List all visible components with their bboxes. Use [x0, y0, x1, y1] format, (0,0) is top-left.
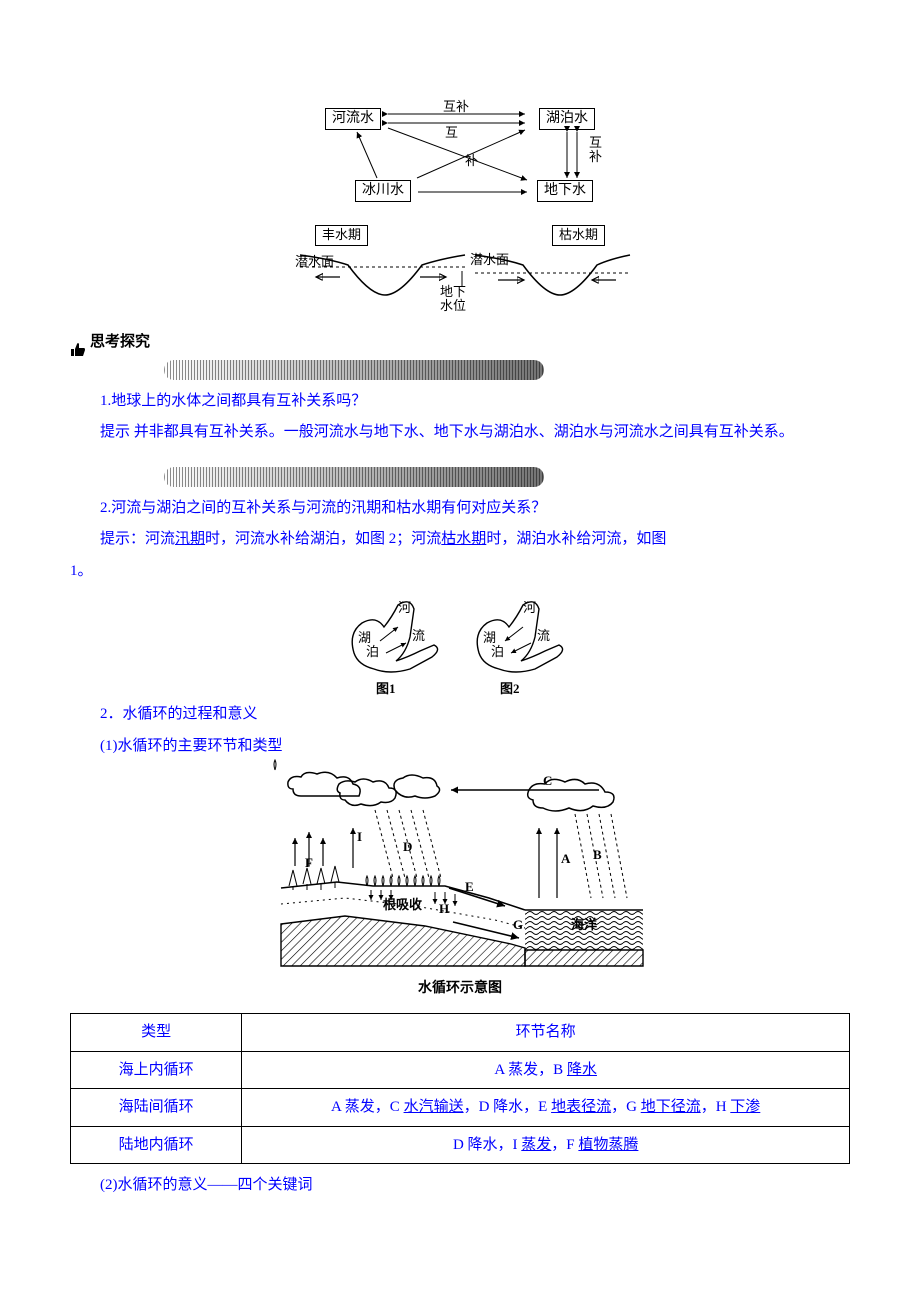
diagram4-svg	[275, 770, 645, 970]
cell-type: 陆地内循环	[71, 1126, 242, 1164]
underlined-term: 地下径流	[641, 1099, 701, 1115]
cell-type: 海陆间循环	[71, 1089, 242, 1127]
d3-pu-2: 泊	[491, 645, 504, 659]
diagram-water-bodies: 河流水 湖泊水 冰川水 地下水 互补 互 补 互补	[315, 100, 605, 215]
underlined-term: 地表径流	[551, 1099, 611, 1115]
d3-he-2: 河	[523, 601, 536, 615]
underlined-term: 水汽输送	[404, 1099, 464, 1115]
d4-I: I	[357, 830, 362, 844]
d4-H: H	[439, 902, 449, 916]
underlined-term: 降水	[567, 1062, 597, 1078]
water-cycle-table: 类型 环节名称 海上内循环A 蒸发，B 降水海陆间循环A 蒸发，C 水汽输送，D…	[70, 1013, 850, 1164]
caption-fig2: 图2	[500, 675, 520, 702]
a2-mid-a: 时，河流水补给湖泊，如图 2；河流	[205, 531, 441, 547]
gradient-divider-2	[164, 467, 544, 487]
underlined-term: 蒸发	[521, 1137, 551, 1153]
diagram2-svg	[300, 225, 620, 320]
answer-2-tail: 1。	[70, 556, 850, 588]
d4-A: A	[561, 852, 570, 866]
answer-2: 提示：河流汛期时，河流水补给湖泊，如图 2；河流枯水期时，湖泊水补给河流，如图	[70, 524, 850, 556]
d3-liu-2: 流	[537, 629, 550, 643]
d4-E: E	[465, 880, 474, 894]
a2-ul-b: 枯水期	[441, 531, 486, 547]
d4-C: C	[543, 774, 552, 788]
d3-liu-1: 流	[412, 629, 425, 643]
section-think-explore: 思考探究	[70, 326, 850, 360]
question-2: 2.河流与湖泊之间的互补关系与河流的汛期和枯水期有何对应关系？	[70, 493, 850, 525]
table-row: 海上内循环A 蒸发，B 降水	[71, 1051, 850, 1089]
th-type: 类型	[71, 1014, 242, 1052]
table-row: 陆地内循环D 降水，I 蒸发，F 植物蒸腾	[71, 1126, 850, 1164]
cell-type: 海上内循环	[71, 1051, 242, 1089]
underlined-term: 下渗	[730, 1099, 760, 1115]
cell-steps: A 蒸发，C 水汽输送，D 降水，E 地表径流，G 地下径流，H 下渗	[242, 1089, 850, 1127]
a2-prefix: 提示：河流	[100, 531, 175, 547]
section-2-title: 2．水循环的过程和意义	[70, 699, 850, 731]
section-3-text: (2)水循环的意义——四个关键词	[70, 1170, 850, 1202]
caption-fig1: 图1	[376, 675, 396, 702]
diagram-lake-river: 湖 泊 河 流 湖 泊 河 流 图1 图2	[340, 593, 580, 693]
d4-G: G	[513, 918, 523, 932]
underlined-term: 植物蒸腾	[578, 1137, 638, 1153]
answer-1: 提示 并非都具有互补关系。一般河流水与地下水、地下水与湖泊水、湖泊水与河流水之间…	[70, 417, 850, 449]
table-row: 海陆间循环A 蒸发，C 水汽输送，D 降水，E 地表径流，G 地下径流，H 下渗	[71, 1089, 850, 1127]
d4-F: F	[305, 856, 313, 870]
tip-prefix: 提示	[100, 424, 130, 440]
question-1: 1.地球上的水体之间都具有互补关系吗？	[70, 386, 850, 418]
diagram1-svg	[315, 100, 605, 215]
tip-body: 并非都具有互补关系。一般河流水与地下水、地下水与湖泊水、湖泊水与河流水之间具有互…	[130, 424, 794, 440]
d4-root: 根吸收	[383, 898, 422, 912]
d3-he-1: 河	[398, 601, 411, 615]
d4-D: D	[403, 840, 412, 854]
diagram-water-table: 丰水期 枯水期 潜水面 潜水面 地下 水位	[300, 225, 620, 320]
a2-mid-b: 时，湖泊水补给河流，如图	[486, 531, 666, 547]
d4-B: B	[593, 848, 602, 862]
d3-pu-1: 泊	[366, 645, 379, 659]
think-explore-label: 思考探究	[90, 326, 150, 358]
thumbs-up-icon	[70, 342, 86, 358]
diagram-water-cycle: C F I D E A B G H 根吸收 海洋	[275, 770, 645, 970]
section-2-sub: (1)水循环的主要环节和类型	[70, 731, 850, 763]
d4-ocean: 海洋	[571, 918, 597, 932]
cell-steps: A 蒸发，B 降水	[242, 1051, 850, 1089]
th-steps: 环节名称	[242, 1014, 850, 1052]
diagram4-caption: 水循环示意图	[70, 974, 850, 1003]
cell-steps: D 降水，I 蒸发，F 植物蒸腾	[242, 1126, 850, 1164]
gradient-divider	[164, 360, 544, 380]
a2-ul-a: 汛期	[175, 531, 205, 547]
